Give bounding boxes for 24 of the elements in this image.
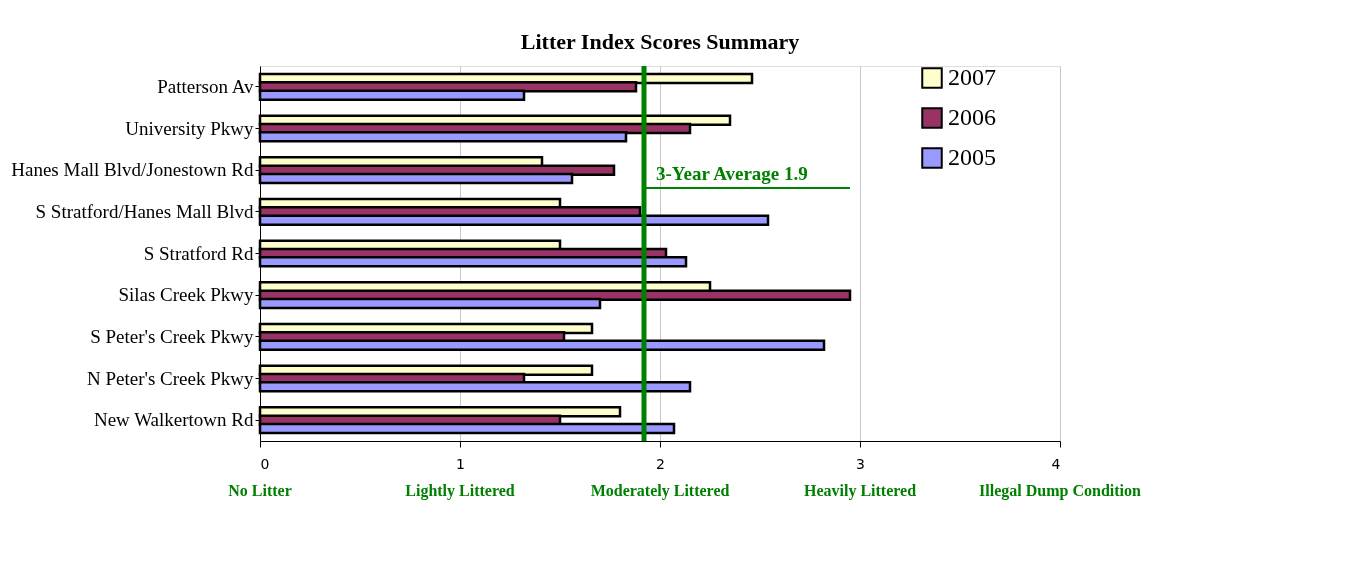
y-tick-label: Silas Creek Pkwy bbox=[118, 284, 254, 306]
legend-label: 2005 bbox=[948, 144, 996, 170]
y-tick-label: Patterson Av bbox=[157, 75, 254, 97]
legend-label: 2007 bbox=[948, 64, 996, 90]
y-tick-label: Hanes Mall Blvd/Jonestown Rd bbox=[11, 159, 254, 181]
text: Illegal Dump Condition bbox=[979, 482, 1142, 500]
x-tick-label: 4 bbox=[1051, 455, 1061, 472]
ref-line-label: 3-Year Average 1.9 bbox=[656, 163, 808, 184]
text: Lightly Littered bbox=[405, 482, 515, 500]
y-tick-label: S Peter's Creek Pkwy bbox=[90, 325, 254, 347]
y-tick-label: N Peter's Creek Pkwy bbox=[87, 367, 254, 389]
text: Heavily Littered bbox=[803, 482, 917, 500]
y-tick-label: S Stratford Rd bbox=[143, 242, 254, 264]
chart-title: Litter Index Scores Summary bbox=[520, 28, 800, 54]
y-tick-label: New Walkertown Rd bbox=[93, 409, 254, 431]
y-tick-label: S Stratford/Hanes Mall Blvd bbox=[35, 200, 254, 222]
x-tick-label: 0 bbox=[260, 455, 270, 472]
x-tick-label: 2 bbox=[656, 455, 665, 472]
legend-label: 2006 bbox=[948, 104, 996, 130]
text: Moderately Littered bbox=[590, 482, 730, 500]
y-tick-label: University Pkwy bbox=[125, 117, 254, 139]
x-tick-label: 1 bbox=[456, 455, 465, 472]
text: No Litter bbox=[228, 482, 292, 499]
x-tick-label: 3 bbox=[856, 455, 865, 472]
